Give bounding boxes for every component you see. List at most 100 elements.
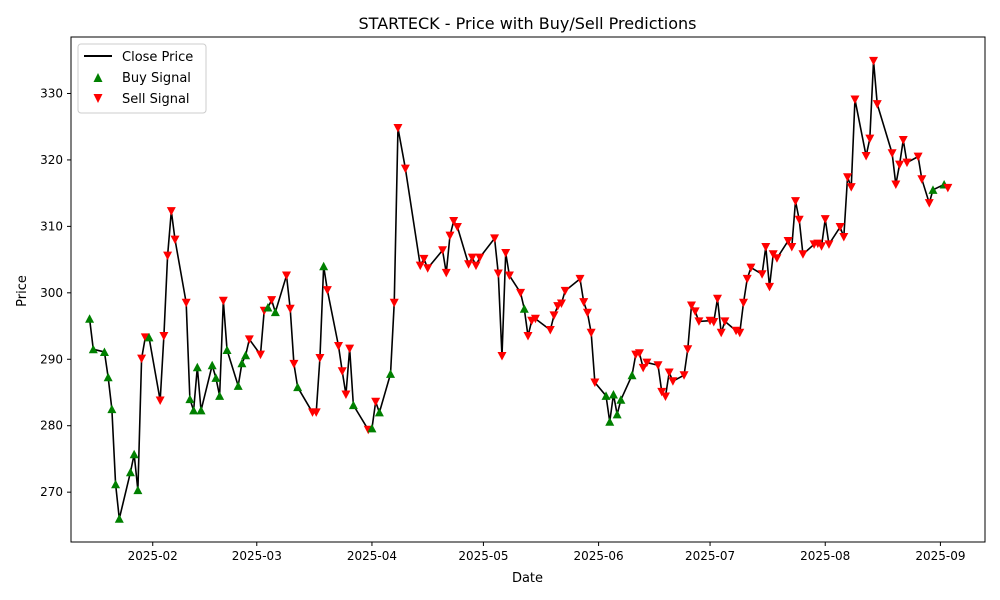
sell-signal-marker xyxy=(791,197,801,206)
sell-signal-marker xyxy=(787,242,797,252)
sell-signal-marker xyxy=(345,344,355,354)
sell-signal-marker xyxy=(334,341,344,351)
sell-signal-marker xyxy=(504,271,514,281)
chart-title: STARTECK - Price with Buy/Sell Predictio… xyxy=(359,14,697,33)
x-tick-label: 2025-02 xyxy=(128,549,178,563)
y-axis-label: Price xyxy=(15,275,30,307)
sell-signal-marker xyxy=(653,361,663,370)
sell-signal-marker xyxy=(289,359,299,369)
buy-signal-marker xyxy=(125,467,135,477)
sell-signal-marker xyxy=(798,250,808,259)
buy-signal-marker xyxy=(319,261,329,271)
buy-signal-marker xyxy=(601,391,611,400)
buy-signal-marker xyxy=(627,370,637,380)
sell-signal-marker xyxy=(660,392,670,401)
buy-signal-marker xyxy=(237,358,247,368)
sell-signal-marker xyxy=(757,270,767,279)
x-tick-label: 2025-08 xyxy=(800,549,850,563)
plot-area xyxy=(85,56,953,523)
buy-signal-marker xyxy=(348,400,358,410)
buy-signal-marker xyxy=(129,449,139,459)
x-tick-label: 2025-09 xyxy=(915,549,965,563)
sell-signal-marker xyxy=(861,151,871,161)
sell-signal-marker xyxy=(913,152,923,162)
buy-signal-marker xyxy=(103,372,113,382)
sell-signal-marker xyxy=(783,236,793,246)
buy-signal-marker xyxy=(241,350,251,360)
buy-signal-marker xyxy=(233,381,243,390)
y-tick-label: 280 xyxy=(40,419,63,433)
sell-signal-marker xyxy=(746,263,756,273)
x-tick-label: 2025-05 xyxy=(458,549,508,563)
sell-signal-marker xyxy=(545,326,555,335)
buy-signal-marker xyxy=(88,344,98,354)
buy-signal-marker xyxy=(608,389,618,399)
sell-signal-marker xyxy=(761,242,771,252)
sell-signal-marker xyxy=(389,298,399,308)
axes-frame xyxy=(70,36,986,543)
buy-signal-marker xyxy=(99,347,109,356)
sell-signal-marker xyxy=(445,231,455,241)
buy-signal-marker xyxy=(215,391,225,400)
sell-signal-marker xyxy=(869,56,879,66)
y-tick-label: 330 xyxy=(40,86,63,100)
sell-signal-marker xyxy=(902,158,912,168)
sell-signal-marker xyxy=(371,397,381,407)
sell-signal-marker xyxy=(668,377,678,386)
buy-signal-marker xyxy=(192,362,202,372)
sell-signal-marker xyxy=(315,353,325,363)
sell-signal-marker xyxy=(467,253,477,263)
sell-signal-marker xyxy=(560,286,570,296)
sell-signal-marker xyxy=(337,367,347,376)
buy-signal-marker xyxy=(270,307,280,317)
buy-signal-marker xyxy=(616,395,626,404)
sell-signal-marker xyxy=(657,387,667,397)
buy-signal-marker xyxy=(605,417,615,426)
sell-signal-marker xyxy=(140,333,150,342)
x-axis-label: Date xyxy=(512,571,543,586)
sell-signal-marker xyxy=(690,307,700,316)
sell-signal-marker xyxy=(137,354,147,364)
sell-signal-marker xyxy=(943,183,953,193)
sell-signal-marker xyxy=(438,246,448,255)
sell-signal-marker xyxy=(772,254,782,263)
sell-signal-marker xyxy=(441,268,451,278)
sell-signal-marker xyxy=(281,271,291,281)
legend-sell-marker xyxy=(93,94,103,103)
sell-signal-marker xyxy=(917,175,927,184)
buy-signal-marker xyxy=(374,407,384,417)
legend-sell-label: Sell Signal xyxy=(122,92,190,107)
sell-signal-marker xyxy=(163,251,173,261)
sell-signal-marker xyxy=(846,183,856,192)
sell-signal-marker xyxy=(549,311,559,320)
buy-signal-marker xyxy=(207,360,217,370)
sell-signal-marker xyxy=(579,298,589,307)
x-tick-label: 2025-07 xyxy=(685,549,735,563)
buy-signal-marker xyxy=(222,345,232,354)
sell-signal-marker xyxy=(244,335,254,344)
sell-signal-marker xyxy=(159,332,169,341)
sell-signal-marker xyxy=(267,296,277,305)
sell-signal-marker xyxy=(170,235,180,245)
buy-signal-marker xyxy=(189,405,199,415)
sell-signal-marker xyxy=(735,328,745,338)
buy-signal-marker xyxy=(107,404,117,414)
sell-signal-marker xyxy=(891,180,901,190)
sell-signal-marker xyxy=(464,260,474,269)
legend: Close Price Buy Signal Sell Signal xyxy=(77,43,207,114)
y-tick-label: 310 xyxy=(40,219,63,233)
sell-signal-marker xyxy=(255,350,265,360)
sell-signal-marker xyxy=(155,396,165,405)
buy-signal-marker xyxy=(133,485,143,495)
buy-signal-marker xyxy=(111,479,121,489)
sell-signal-marker xyxy=(575,274,585,284)
sell-signal-marker xyxy=(716,328,726,338)
y-tick-label: 320 xyxy=(40,153,63,167)
buy-signal-marker xyxy=(211,373,221,382)
buy-signal-marker xyxy=(928,185,938,194)
sell-signal-marker xyxy=(679,371,689,380)
sell-signal-marker xyxy=(218,296,228,306)
buy-signal-marker xyxy=(386,369,396,378)
buy-signal-marker xyxy=(293,382,303,392)
